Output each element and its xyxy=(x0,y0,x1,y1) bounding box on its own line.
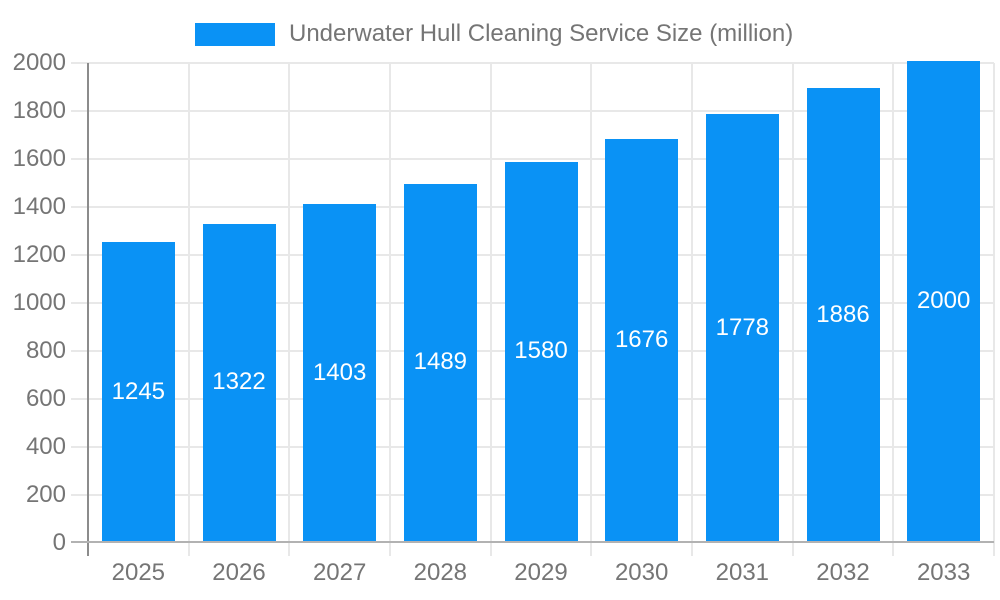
v-gridline xyxy=(590,63,593,556)
x-tick-label: 2028 xyxy=(413,559,468,586)
bar-2025[interactable]: 1245 xyxy=(101,242,175,541)
y-tick-label: 200 xyxy=(25,481,66,508)
bar-2027[interactable]: 1403 xyxy=(303,204,377,541)
v-gridline xyxy=(993,63,995,556)
h-gridline xyxy=(71,62,994,64)
y-tick-label: 1400 xyxy=(12,193,66,220)
bar-2030[interactable]: 1676 xyxy=(605,138,679,541)
chart-legend: Underwater Hull Cleaning Service Size (m… xyxy=(195,20,793,48)
v-gridline xyxy=(389,63,391,556)
h-gridline xyxy=(71,158,994,160)
x-tick-label: 2031 xyxy=(715,559,770,586)
bar-2029[interactable]: 1580 xyxy=(504,161,578,541)
x-tick-label: 2032 xyxy=(816,559,870,586)
v-gridline xyxy=(288,63,291,556)
y-tick-label: 400 xyxy=(25,433,66,460)
x-tick-label: 2030 xyxy=(614,559,669,586)
y-tick-label: 2000 xyxy=(12,49,66,76)
y-tick-label: 1000 xyxy=(12,289,66,316)
v-gridline xyxy=(187,63,190,556)
bar-value-label: 1245 xyxy=(111,377,166,405)
x-tick-label: 2029 xyxy=(514,559,568,586)
y-tick-label: 600 xyxy=(25,385,66,412)
y-tick-label: 1600 xyxy=(12,145,66,172)
legend-swatch xyxy=(195,22,275,46)
bar-value-label: 1778 xyxy=(715,313,770,341)
x-axis-labels: 2025 2026 2027 2028 2029 2030 2031 2032 2033 xyxy=(88,558,994,590)
y-tick-label: 0 xyxy=(52,529,66,556)
v-gridline xyxy=(791,63,794,556)
v-gridline xyxy=(892,63,895,556)
bar-2032[interactable]: 1886 xyxy=(806,88,880,541)
bar-value-label: 1580 xyxy=(514,337,568,365)
x-axis-line xyxy=(71,541,994,543)
x-tick-label: 2027 xyxy=(312,559,367,586)
bar-value-label: 1886 xyxy=(816,300,870,328)
bar-value-label: 1403 xyxy=(312,358,367,386)
y-tick-label: 800 xyxy=(25,337,66,364)
bar-value-label: 2000 xyxy=(916,287,971,314)
bar-2031[interactable]: 1778 xyxy=(705,114,779,541)
bar-2028[interactable]: 1489 xyxy=(403,183,477,541)
y-tick-label: 1200 xyxy=(12,241,66,268)
bar-value-label: 1676 xyxy=(614,325,669,353)
x-tick-label: 2025 xyxy=(111,559,166,586)
h-gridline xyxy=(71,110,994,112)
bar-value-label: 1489 xyxy=(413,348,468,376)
bar-2026[interactable]: 1322 xyxy=(202,223,276,541)
y-tick-label: 1800 xyxy=(12,97,66,124)
v-gridline xyxy=(489,63,492,556)
y-axis-line xyxy=(87,63,89,556)
bar-2033[interactable]: 2000 xyxy=(907,61,981,541)
v-gridline xyxy=(691,63,693,556)
x-tick-label: 2033 xyxy=(916,559,971,586)
x-tick-label: 2026 xyxy=(212,559,266,586)
bar-value-label: 1322 xyxy=(212,368,266,396)
legend-label: Underwater Hull Cleaning Service Size (m… xyxy=(289,20,794,47)
plot-area: 1245 1322 1403 1489 1580 1676 1778 1886 2000 xyxy=(71,61,995,556)
